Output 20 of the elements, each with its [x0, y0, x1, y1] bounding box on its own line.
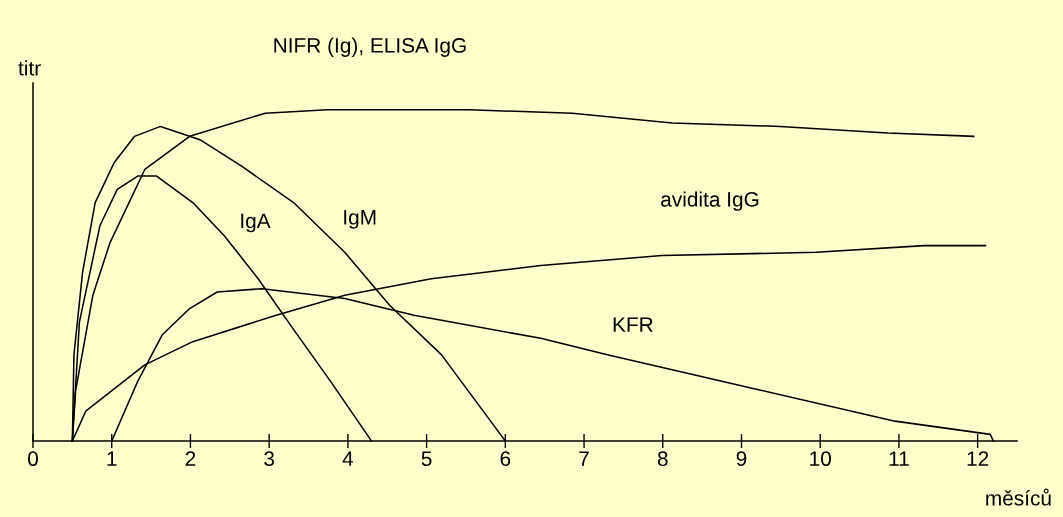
x-tick-label: 4: [342, 451, 354, 466]
x-tick-label: 12: [967, 451, 989, 466]
x-tick-label: 0: [28, 451, 38, 467]
x-tick-label: 1: [107, 451, 117, 466]
series-label: KFR: [613, 317, 653, 332]
x-tick-label: 6: [500, 451, 511, 467]
x-tick-label: 9: [736, 451, 747, 467]
text: NIFR (Ig), ELISA IgG: [274, 37, 466, 57]
series-label: IgA: [241, 213, 271, 233]
x-tick-label: 7: [579, 451, 589, 466]
x-tick-label: 10: [810, 451, 831, 467]
x-axis-title: měsíců: [986, 488, 1051, 506]
series-label: IgM: [344, 210, 376, 229]
x-tick-label: 8: [657, 451, 668, 467]
x-tick-label: 5: [421, 451, 432, 467]
x-tick-label: 11: [889, 451, 909, 466]
text: avidita IgG: [661, 191, 759, 211]
y-axis-title: titr: [18, 60, 41, 76]
x-tick-label: 2: [185, 451, 196, 466]
x-tick-label: 3: [264, 451, 275, 467]
